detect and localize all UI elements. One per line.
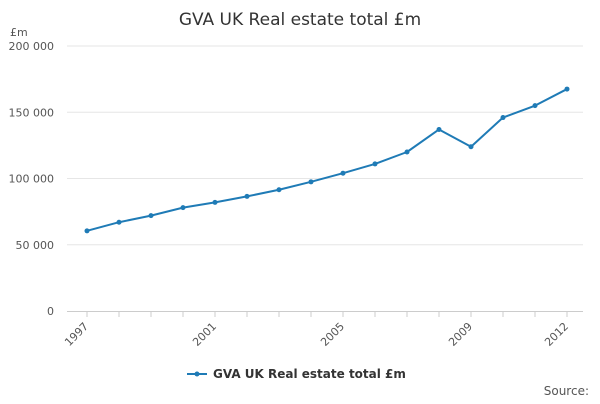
- legend-label: GVA UK Real estate total £m: [213, 367, 406, 381]
- data-point[interactable]: [180, 205, 186, 211]
- data-point[interactable]: [276, 187, 282, 193]
- y-axis-tick-labels: 0 50 000 100 000 150 000 200 000: [9, 40, 55, 318]
- source-label: Source:: [544, 384, 589, 398]
- x-axis: 1997 2001 2005 2009 2012: [62, 311, 583, 349]
- data-point[interactable]: [84, 228, 90, 234]
- series-line: [86, 88, 568, 232]
- x-tick-label: 1997: [62, 320, 91, 349]
- data-point[interactable]: [404, 149, 410, 155]
- y-tick-label: 0: [47, 305, 54, 318]
- data-point[interactable]: [212, 199, 218, 205]
- x-tick-label: 2009: [446, 320, 475, 349]
- chart-title: GVA UK Real estate total £m: [179, 10, 421, 30]
- data-point[interactable]: [148, 213, 154, 219]
- data-point[interactable]: [468, 144, 474, 150]
- y-tick-label: 150 000: [9, 106, 55, 119]
- data-point[interactable]: [500, 115, 506, 121]
- legend-marker-swatch: [194, 371, 200, 377]
- data-point[interactable]: [340, 170, 346, 176]
- series-layer: [84, 86, 570, 234]
- y-tick-label: 200 000: [9, 40, 55, 53]
- x-tick-label: 2001: [190, 320, 219, 349]
- x-tick-label: 2012: [542, 320, 571, 349]
- data-point[interactable]: [116, 219, 122, 225]
- data-point[interactable]: [308, 179, 314, 185]
- y-axis-unit-label: £m: [10, 26, 28, 39]
- y-tick-label: 50 000: [16, 239, 55, 252]
- data-point[interactable]: [372, 161, 378, 167]
- data-point[interactable]: [532, 103, 538, 109]
- data-point[interactable]: [564, 86, 570, 92]
- data-point[interactable]: [244, 193, 250, 199]
- y-tick-label: 100 000: [9, 173, 55, 186]
- legend[interactable]: GVA UK Real estate total £m: [187, 367, 406, 381]
- x-tick-label: 2005: [318, 320, 347, 349]
- gridlines: [67, 45, 583, 246]
- data-point[interactable]: [436, 126, 442, 132]
